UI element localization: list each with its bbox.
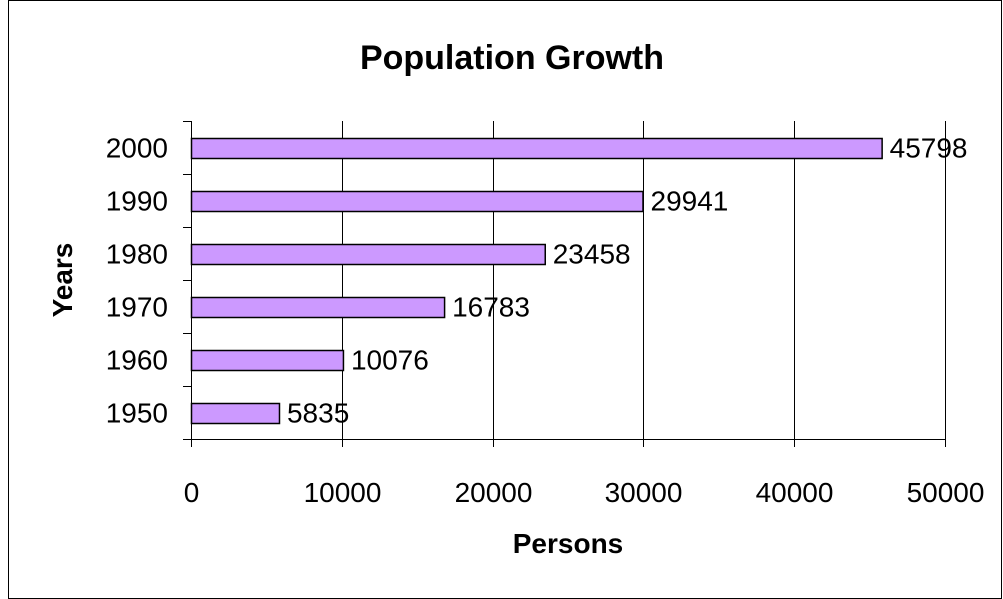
bar-1960 — [190, 349, 345, 372]
bar-1980 — [190, 243, 546, 266]
bar-1990 — [190, 190, 644, 213]
chart-frame — [8, 0, 1002, 599]
bar-2000 — [190, 137, 883, 160]
y-tick-label-1990: 1990 — [106, 186, 168, 217]
data-label-1990: 29941 — [651, 186, 729, 217]
data-label-1960: 10076 — [351, 345, 429, 376]
data-label-1980: 23458 — [553, 239, 631, 270]
x-tick-label-4: 40000 — [756, 477, 834, 508]
axes — [183, 121, 946, 447]
bar-1970 — [190, 296, 446, 319]
y-axis-title: Years — [47, 243, 78, 318]
x-axis-title: Persons — [513, 528, 624, 559]
y-tick-label-2000: 2000 — [106, 133, 168, 164]
x-tick-label-5: 50000 — [907, 477, 985, 508]
gridlines — [342, 121, 946, 439]
y-tick-label-1970: 1970 — [106, 292, 168, 323]
y-tick-label-1980: 1980 — [106, 239, 168, 270]
data-label-2000: 45798 — [890, 133, 968, 164]
x-tick-label-3: 30000 — [605, 477, 683, 508]
y-tick-label-1960: 1960 — [106, 345, 168, 376]
x-tick-label-0: 0 — [184, 477, 200, 508]
y-tick-label-1950: 1950 — [106, 398, 168, 429]
chart-title: Population Growth — [360, 39, 664, 77]
data-label-1950: 5835 — [287, 398, 349, 429]
bars-group — [190, 137, 883, 425]
data-label-1970: 16783 — [452, 292, 530, 323]
x-tick-label-2: 20000 — [455, 477, 533, 508]
bar-1950 — [190, 402, 281, 425]
x-tick-label-1: 10000 — [304, 477, 382, 508]
